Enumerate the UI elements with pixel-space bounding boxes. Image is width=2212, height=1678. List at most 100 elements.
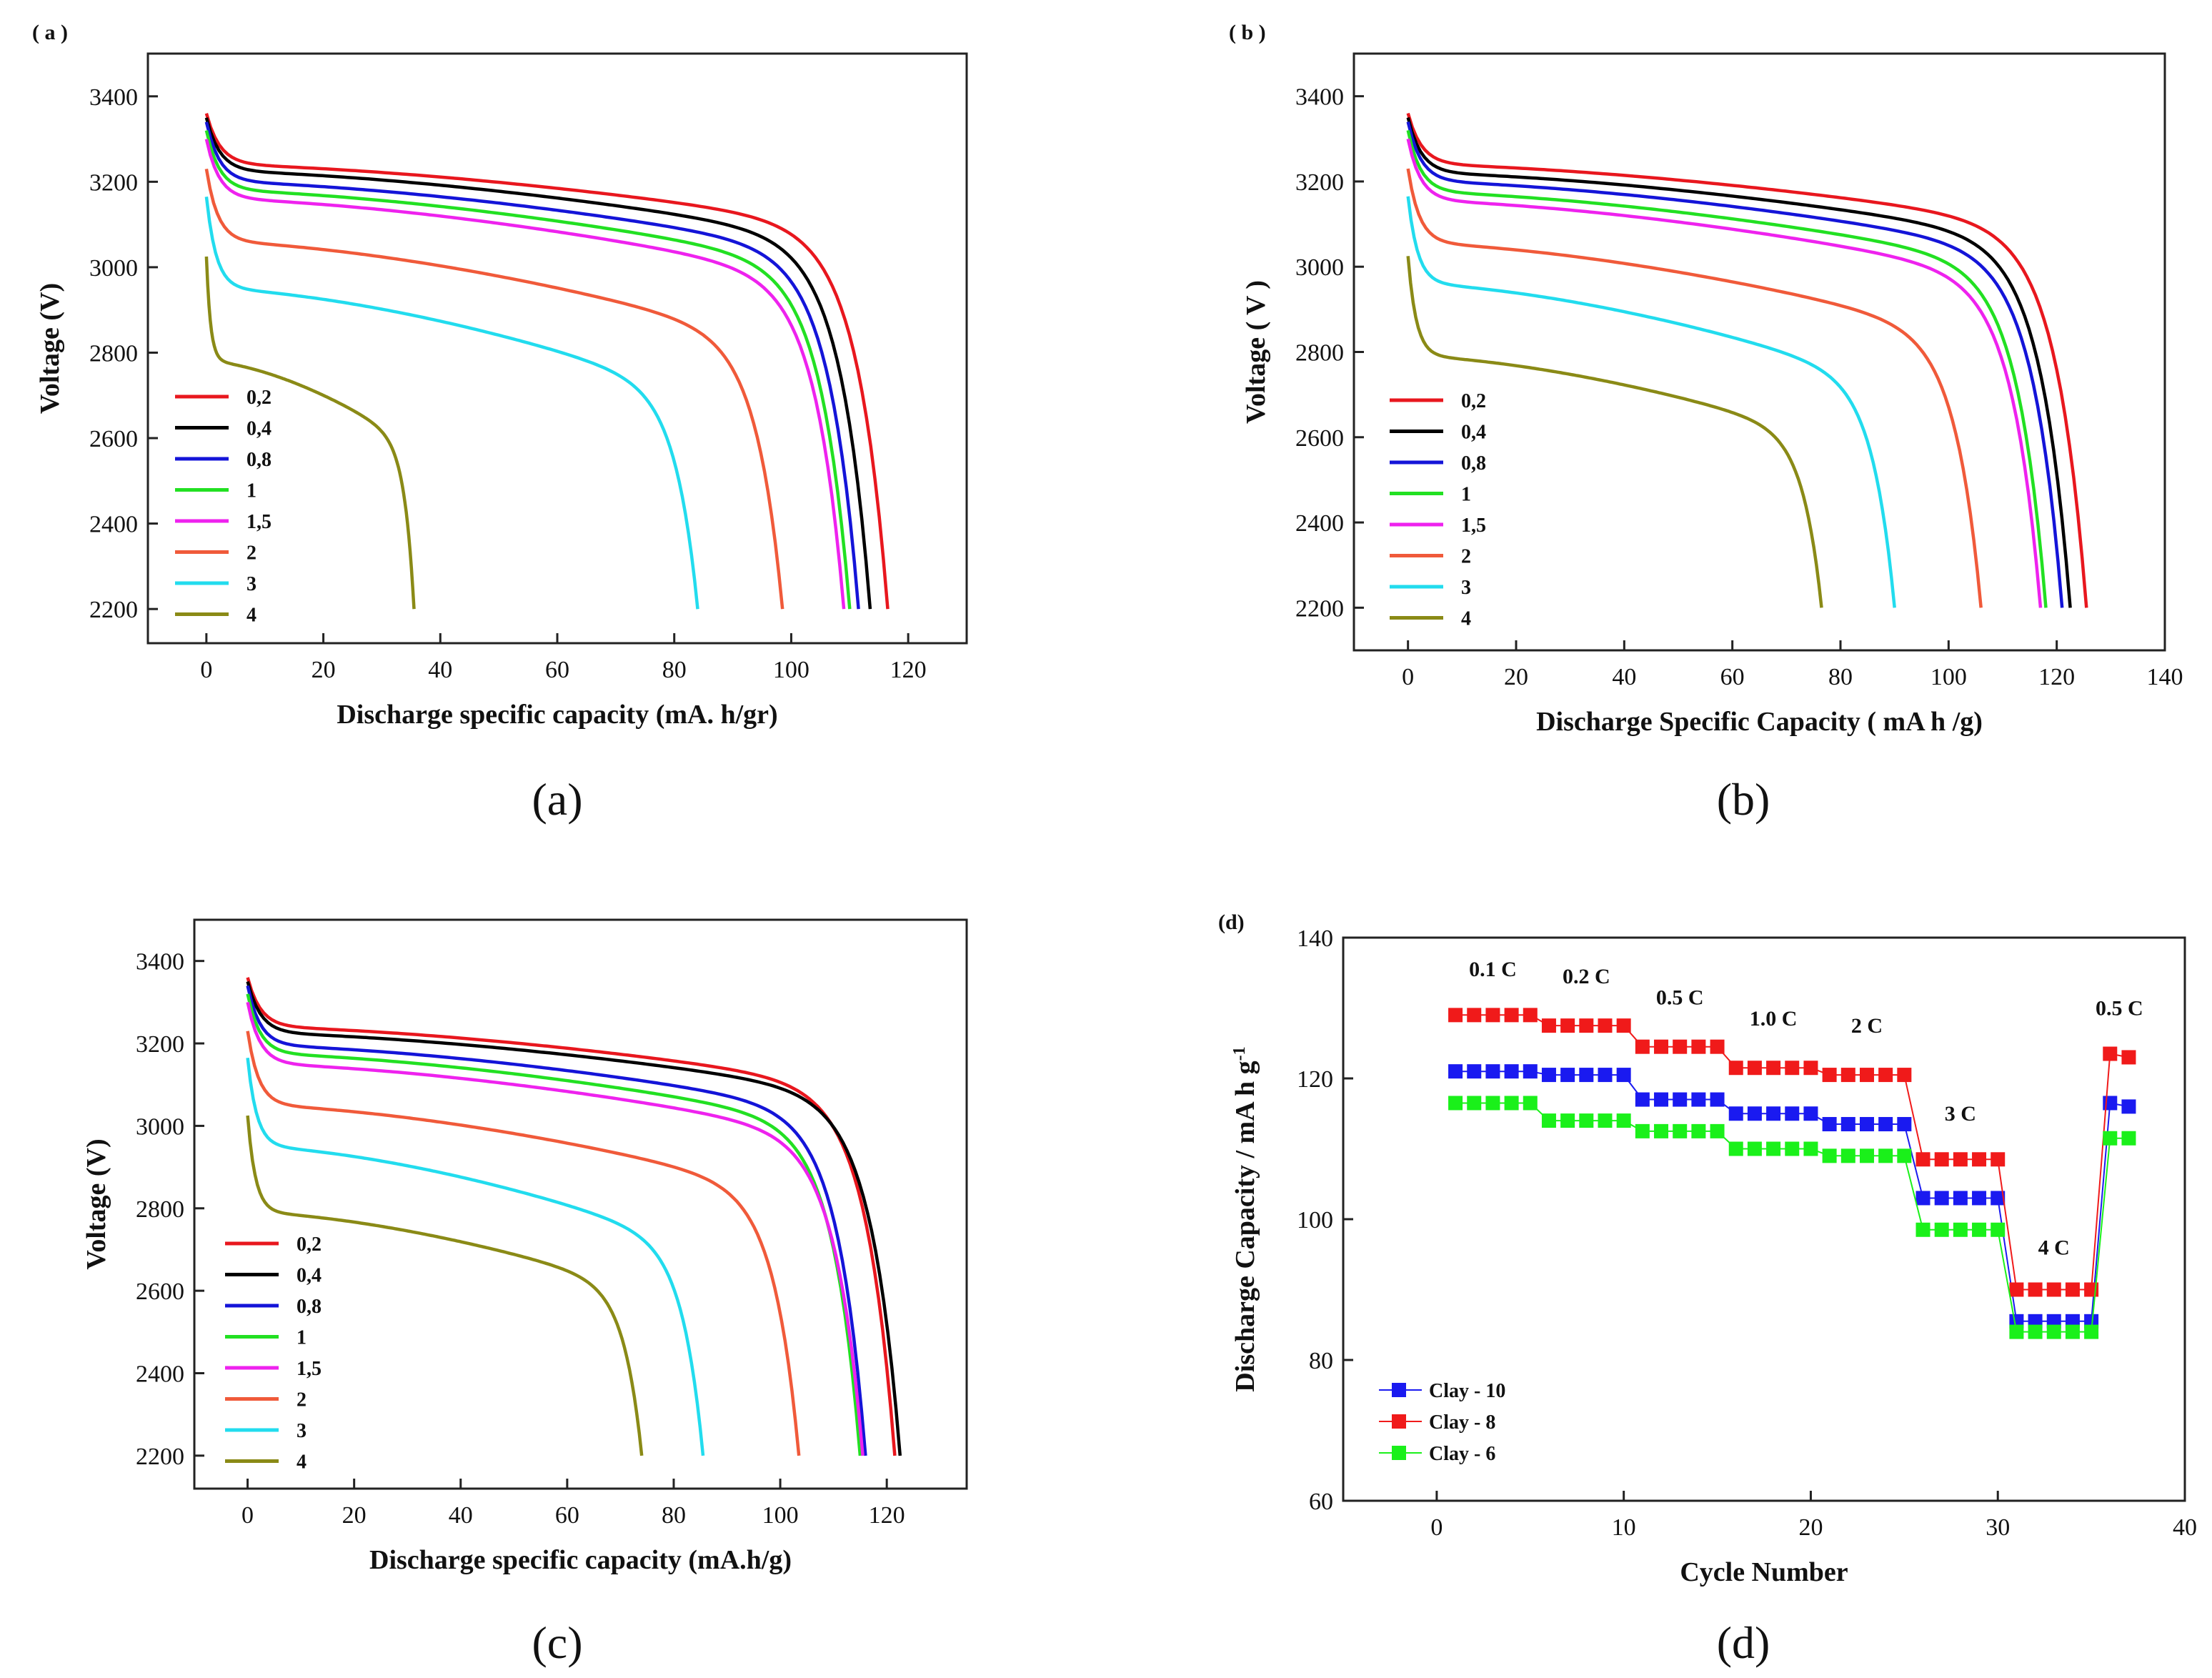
data-point [1654,1039,1669,1054]
data-point [2046,1324,2061,1339]
rate-annotation: 0.2 C [1563,965,1610,988]
y-tick-label: 2200 [89,597,138,623]
series-line-0,2 [1406,112,2088,608]
y-tick-label: 2800 [89,340,138,367]
y-tick-label: 3000 [89,255,138,282]
data-point [1747,1141,1762,1156]
legend-label: 3 [1461,577,1471,599]
rate-annotation: 4 C [2038,1236,2070,1259]
y-axis-label: Voltage (V) [35,283,65,414]
panel-caption: (b) [1717,774,1770,825]
data-point [1635,1123,1650,1138]
x-tick-label: 20 [342,1502,367,1529]
data-point [1953,1191,1968,1206]
data-point [1972,1152,1987,1167]
data-point [1448,1008,1463,1023]
data-point [1654,1092,1669,1107]
data-point [1803,1141,1818,1156]
y-tick-label: 2400 [136,1361,184,1387]
data-point [1598,1068,1613,1083]
data-point [1934,1191,1949,1206]
data-point [1673,1123,1688,1138]
x-tick-label: 20 [1798,1514,1823,1541]
series-line-2 [246,1031,801,1456]
data-point [1840,1068,1855,1083]
x-axis-label: Discharge specific capacity (mA. h/gr) [337,700,777,730]
data-point [1878,1068,1893,1083]
data-point [1840,1148,1855,1163]
data-point [1579,1018,1594,1033]
data-point [1728,1106,1743,1121]
series-line-0,4 [204,117,872,610]
data-point [2009,1324,2024,1339]
data-point [1616,1068,1631,1083]
data-point [2028,1324,2043,1339]
y-tick-label: 3000 [136,1113,184,1140]
y-tick-label: 2600 [1295,425,1344,452]
x-tick-label: 140 [2147,664,2183,690]
legend-swatch-marker [1392,1446,1406,1460]
legend-label: 2 [297,1389,307,1411]
series-line-3 [204,197,699,610]
data-point [1523,1008,1538,1023]
x-tick-label: 0 [241,1502,254,1529]
data-point [2065,1282,2080,1297]
legend-swatch-marker [1392,1414,1406,1429]
data-point [1485,1064,1500,1079]
data-point [1803,1106,1818,1121]
x-tick-label: 40 [2173,1514,2197,1541]
data-point [1915,1191,1930,1206]
legend-label: 3 [246,573,256,595]
data-point [1579,1068,1594,1083]
legend-label: Clay - 6 [1429,1443,1495,1465]
y-tick-label: 3000 [1295,254,1344,281]
legend-label: 1,5 [246,511,271,533]
x-axis-label: Discharge Specific Capacity ( mA h /g) [1536,707,1983,737]
data-point [1485,1096,1500,1111]
panel-b: 0 20 40 60 80 100 120 1402200240026002800300032… [1229,21,2183,825]
data-point [1485,1008,1500,1023]
y-tick-label: 120 [1297,1066,1333,1093]
data-point [2009,1282,2024,1297]
data-point [1691,1092,1706,1107]
x-tick-label: 60 [555,1502,579,1529]
data-point [1541,1113,1556,1128]
y-tick-label: 2800 [136,1196,184,1223]
y-tick-label: 140 [1297,925,1333,952]
y-tick-label: 2400 [1295,510,1344,537]
data-point [1915,1152,1930,1167]
x-axis-label: Discharge specific capacity (mA.h/g) [369,1545,792,1575]
series-line-0,2 [204,113,890,610]
data-point [1766,1106,1781,1121]
data-point [1710,1092,1725,1107]
data-point [1766,1141,1781,1156]
x-tick-label: 120 [890,657,927,683]
legend-label: 1 [297,1327,307,1349]
series-line-1,5 [246,1001,865,1456]
panel-d: 0 10 20 30 40 60 80 100 120 140 Cycle Number Discha… [1218,910,2197,1668]
panel-a: 0 20 40 60 80 100 120 2200 2400 2600 2800 3000 3200 3… [32,21,968,825]
data-point [1598,1018,1613,1033]
x-tick-label: 120 [2038,664,2075,690]
data-point [1504,1008,1519,1023]
data-point [2046,1282,2061,1297]
y-axis-label: Discharge Capacity / mA h g-1 [1230,1046,1260,1391]
x-tick-label: 100 [1930,664,1967,690]
legend-label: 0,4 [246,418,271,440]
data-point [1710,1123,1725,1138]
x-tick-label: 80 [662,1502,686,1529]
legend-label: 2 [246,542,256,565]
data-point [1523,1096,1538,1111]
x-tick-label: 40 [1612,664,1636,690]
data-point [1915,1222,1930,1237]
data-point [1448,1064,1463,1079]
rate-annotation: 0.5 C [2096,996,2143,1020]
legend-label: Clay - 10 [1429,1380,1505,1402]
y-tick-label: 3200 [89,169,138,196]
legend-label: Clay - 8 [1429,1411,1495,1434]
data-point [1822,1068,1837,1083]
x-tick-label: 80 [1828,664,1853,690]
data-point [1467,1008,1482,1023]
series-line-4 [1406,256,1823,608]
legend-label: 0,8 [1461,452,1486,475]
